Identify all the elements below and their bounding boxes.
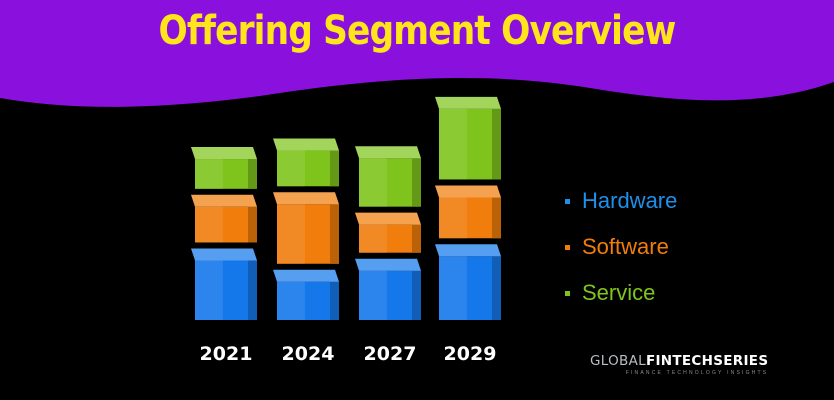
x-tick-label-2027: 2027 — [364, 343, 417, 365]
brand-name-bold: FINTECH — [645, 353, 714, 369]
bar-right-face — [330, 150, 339, 187]
title-banner — [0, 0, 834, 107]
bar-top — [191, 194, 257, 207]
x-tick-label-2024: 2024 — [282, 343, 335, 365]
bar-highlight — [277, 150, 305, 187]
bar-top — [273, 192, 339, 205]
x-tick-label-2029: 2029 — [444, 343, 497, 365]
bar-top — [355, 258, 421, 271]
legend-marker-hardware — [565, 198, 570, 204]
bar-segment-2027-hardware — [355, 258, 421, 320]
bar-segment-2029-software — [435, 185, 501, 239]
bar-segment-2021-service — [191, 147, 257, 189]
brand-name-light: GLOBAL — [590, 353, 646, 369]
bar-segment-2024-hardware — [273, 269, 339, 320]
brand-name-bold-2: SERIES — [713, 353, 769, 369]
legend-marker-service — [565, 290, 570, 296]
bar-top — [273, 138, 339, 151]
bar-highlight — [277, 204, 305, 264]
bar-right-face — [492, 197, 501, 239]
x-tick-label-2021: 2021 — [200, 343, 253, 365]
bar-top — [273, 269, 339, 282]
bar-right-face — [412, 158, 421, 207]
bar-top — [355, 146, 421, 159]
bar-top — [355, 212, 421, 225]
bar-highlight — [439, 108, 467, 180]
bar-top — [191, 147, 257, 160]
bar-right-face — [412, 224, 421, 253]
bar-highlight — [359, 270, 387, 320]
legend-item-hardware: Hardware — [565, 178, 677, 224]
legend-label-hardware: Hardware — [582, 188, 678, 213]
bar-highlight — [277, 281, 305, 320]
legend-label-service: Service — [582, 280, 656, 305]
bar-top — [191, 248, 257, 261]
bar-segment-2027-service — [355, 146, 421, 207]
bar-highlight — [359, 224, 387, 253]
bars-group — [191, 96, 501, 320]
page-title: Offering Segment Overview — [158, 8, 677, 54]
legend-item-service: Service — [565, 270, 677, 316]
bar-highlight — [195, 159, 223, 189]
bar-right-face — [248, 159, 257, 189]
brand-name: GLOBALFINTECHSERIES — [590, 353, 804, 369]
bar-segment-2021-software — [191, 194, 257, 243]
bar-top — [435, 244, 501, 257]
bar-highlight — [359, 158, 387, 207]
bar-highlight — [439, 256, 467, 320]
bar-right-face — [330, 204, 339, 264]
bar-segment-2029-service — [435, 96, 501, 180]
chart-legend: Hardware Software Service — [565, 178, 677, 316]
legend-label-software: Software — [582, 234, 669, 259]
bar-right-face — [412, 270, 421, 320]
bar-top — [435, 185, 501, 198]
bar-right-face — [248, 206, 257, 243]
bar-highlight — [195, 260, 223, 320]
bar-segment-2027-software — [355, 212, 421, 253]
bar-top — [435, 96, 501, 109]
bar-right-face — [330, 281, 339, 320]
bar-segment-2024-software — [273, 192, 339, 264]
legend-item-software: Software — [565, 224, 677, 270]
brand-tagline: FINANCE TECHNOLOGY INSIGHTS — [625, 370, 769, 376]
brand-logo: GLOBALFINTECHSERIES FINANCE TECHNOLOGY I… — [590, 353, 804, 376]
bar-highlight — [195, 206, 223, 243]
bar-segment-2029-hardware — [435, 244, 501, 320]
bar-segment-2021-hardware — [191, 248, 257, 320]
legend-marker-software — [565, 244, 570, 250]
bar-highlight — [439, 197, 467, 239]
bar-segment-2024-service — [273, 138, 339, 187]
bar-right-face — [492, 256, 501, 320]
bar-right-face — [248, 260, 257, 320]
bar-right-face — [492, 108, 501, 180]
